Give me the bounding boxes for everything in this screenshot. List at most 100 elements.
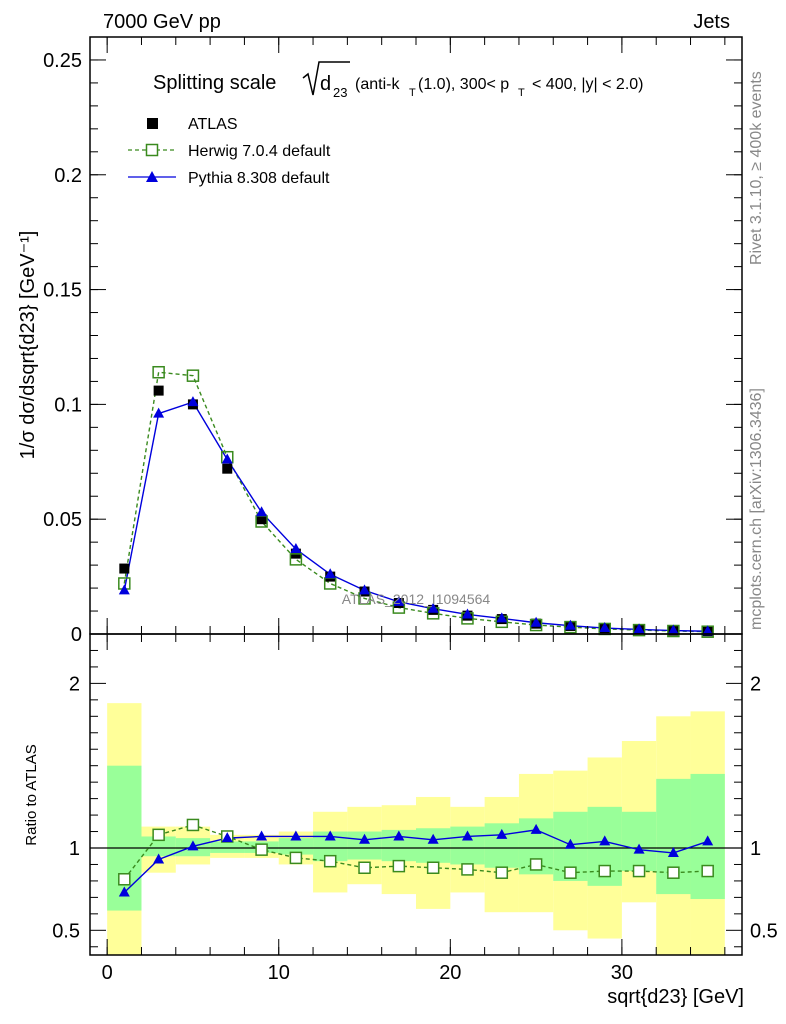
title-cuts-b: (1.0), 300< p [418,76,509,93]
atlas-point [153,385,164,396]
pythia-point [324,568,336,579]
ratio-pythia-point [393,830,405,841]
ratio-xtick-label: 0 [102,962,113,984]
ratio-bands [90,703,742,955]
main-marks [118,365,714,638]
legend-atlas-label: ATLAS [188,116,238,133]
ratio-xtick-label: 10 [268,962,290,984]
ratio-pythia-point [221,832,233,843]
herwig-line [123,371,708,633]
main-ytick-label: 0.1 [54,394,82,416]
ratio-pythia-point [564,838,576,849]
pythia-point [290,543,302,554]
ratio-band-stat [210,841,245,853]
pythia-point [530,616,542,627]
ratio-band-stat [416,828,451,863]
ratio-herwig-point [632,864,646,878]
herwig-point [289,553,303,566]
ratio-pythia-point [530,823,542,834]
ratio-herwig-point [598,864,611,878]
ratio-band-stat [107,765,142,911]
pythia-point [427,602,439,613]
pythia-point [153,407,165,418]
ratio-pythia-point [496,828,508,839]
main-ytick-label: 0.2 [54,165,82,187]
ratio-pythia-point [702,835,714,846]
atlas-point [222,463,233,474]
atlas-point [256,514,267,525]
ratio-pythia-point [359,833,371,844]
ratio-band-stat [621,811,657,872]
ratio-herwig-point [323,854,337,868]
ratio-herwig-point [667,866,680,879]
ratio-xtick-label: 30 [611,962,633,984]
ratio-herwig-point [392,859,406,873]
ratio-pythia-point [256,830,268,841]
ratio-ytick-label-right: 0.5 [750,920,778,942]
pythia-point [461,608,473,619]
ratio-herwig-point [564,866,577,879]
pythia-point [393,595,405,606]
plot-title: Splitting scale d 23 (anti-k T (1.0), 30… [153,61,644,100]
legend-pythia-label: Pythia 8.308 default [188,170,330,187]
title-cuts-a: (anti-k [355,76,400,93]
pythia-point [633,623,645,634]
ratio-pythia-point [153,853,165,864]
legend-atlas-marker [147,118,158,129]
pythia-point [187,396,199,407]
title-prefix: Splitting scale [153,72,276,94]
pythia-point [564,619,576,630]
herwig-point [152,365,165,379]
ratio-pythia-point [324,830,336,841]
ratio-ytick-label-right: 1 [750,838,761,860]
ratio-ytick-label: 2 [69,673,80,695]
ratio-band-stat [278,838,314,855]
main-ylabel: 1/σ dσ/dsqrt{d23} [GeV⁻¹] [17,231,39,460]
ratio-pythia-point [290,830,302,841]
legend: ATLAS Herwig 7.0.4 default Pythia 8.308 … [128,116,331,187]
ratio-herwig-point [495,866,509,879]
herwig-point [186,369,200,382]
main-ytick-label: 0.25 [43,50,82,72]
ratio-axes: 0.5 0.51 12 20 10 20 30 [52,633,778,984]
pythia-point [256,506,268,517]
pythia-point [118,584,130,595]
atlas-point [119,563,130,574]
ratio-xtick-label: 20 [439,962,461,984]
sqrt-symbol [302,61,350,96]
ratio-pythia-point [633,843,645,854]
ratio-herwig-point [118,873,131,886]
ratio-ylabel-text: Ratio to ATLAS [23,744,40,845]
pythia-point [702,625,714,636]
main-ylabel-text: 1/σ dσ/dsqrt{d23} [GeV⁻¹] [17,231,39,460]
analysis-watermark: ATLAS_2012_I1094564 [342,591,491,607]
pythia-point [359,584,371,595]
header-left: 7000 GeV pp [103,11,221,33]
ratio-herwig-point [358,861,371,875]
pythia-point [667,624,679,635]
title-cuts-c: < 400, |y| < 2.0) [532,76,644,93]
ratio-herwig-point [461,863,474,876]
ratio-ytick-label-right: 2 [750,673,761,695]
ratio-ytick-label: 0.5 [52,920,80,942]
pythia-point [221,453,233,464]
title-cuts-a-sub: T [409,87,416,99]
ratio-herwig-point [152,828,165,842]
main-ytick-label: 0.05 [43,509,82,531]
ratio-herwig-point [255,843,268,856]
ratio-pythia-point [427,833,439,844]
ratio-marks [118,818,714,897]
title-var: d [320,73,331,95]
legend-pythia-marker [146,171,158,182]
title-cuts-b-sub: T [518,87,525,99]
ratio-ylabel: Ratio to ATLAS [23,744,40,845]
title-var-sub: 23 [333,85,347,100]
main-ytick-label: 0.15 [43,280,82,302]
ratio-pythia-point [667,846,679,857]
ratio-herwig-point [529,858,543,871]
ratio-herwig-point [426,861,440,875]
ratio-band-stat [141,836,176,857]
pythia-point [496,612,508,623]
ratio-ytick-label: 1 [69,838,80,860]
